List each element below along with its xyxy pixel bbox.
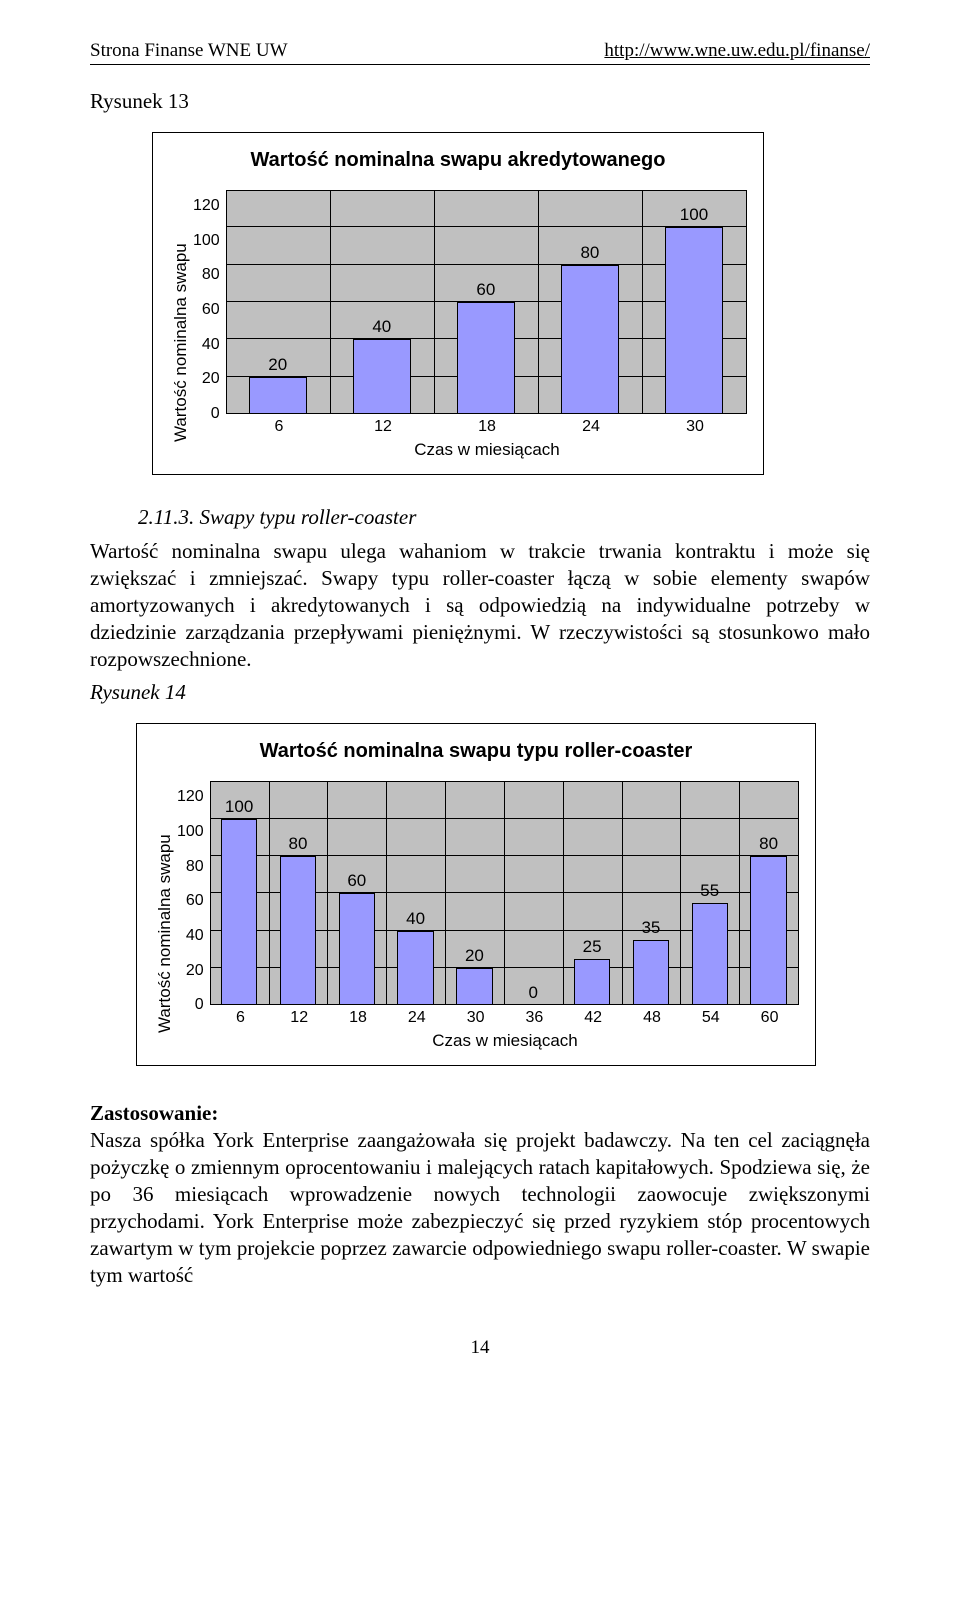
xtick: 60 [740,1009,799,1027]
xtick: 12 [331,418,435,436]
xtick: 18 [329,1009,388,1027]
bar-value-label: 80 [538,244,642,261]
bar-value-label: 80 [269,835,328,852]
section-para1: Wartość nominalna swapu ulega wahaniom w… [90,538,870,672]
xtick: 24 [387,1009,446,1027]
page-number: 14 [90,1337,870,1359]
application-heading: Zastosowanie: [90,1101,218,1125]
xtick: 30 [643,418,747,436]
xtick: 6 [227,418,331,436]
ytick: 0 [193,406,220,422]
bar-value-label: 60 [327,872,386,889]
chart14-xticks: 6121824303642485460 [211,1009,799,1027]
chart13-plot: 20 40 60 80 100 [226,190,747,414]
chart13-xlabel: Czas w miesiącach [227,440,747,460]
ytick: 60 [177,893,204,909]
ytick: 80 [177,859,204,875]
bar [456,968,492,1005]
chart14-title: Wartość nominalna swapu typu roller-coas… [153,740,799,763]
ytick: 0 [177,997,204,1013]
bar-value-label: 20 [226,356,330,373]
chart14-xlabel: Czas w miesiącach [211,1031,799,1051]
ytick: 100 [177,824,204,840]
chart13-xticks: 612182430 [227,418,747,436]
xtick: 42 [564,1009,623,1027]
bar-value-label: 80 [739,835,798,852]
ytick: 20 [193,371,220,387]
bar-value-label: 40 [386,910,445,927]
xtick: 54 [681,1009,740,1027]
bar-value-label: 20 [445,947,504,964]
bar [561,265,619,414]
bar-value-label: 40 [330,318,434,335]
chart13-title: Wartość nominalna swapu akredytowanego [169,149,747,172]
bar [397,931,433,1006]
bar-value-label: 100 [642,206,746,223]
bar-value-label: 35 [622,919,681,936]
xtick: 36 [505,1009,564,1027]
bar [221,819,257,1006]
section-heading: 2.11.3. Swapy typu roller-coaster [90,505,870,530]
ytick: 60 [193,302,220,318]
ytick: 100 [193,233,220,249]
page-header: Strona Finanse WNE UW http://www.wne.uw.… [90,40,870,65]
bar [457,302,515,414]
figure14-label: Rysunek 14 [90,680,870,705]
chart14-plot: 100 80 60 40 20 0 2535 55 80 [210,781,799,1005]
bar-value-label: 100 [210,798,269,815]
figure13-label: Rysunek 13 [90,89,870,114]
chart14-ylabel: Wartość nominalna swapu [153,781,177,1051]
xtick: 12 [270,1009,329,1027]
xtick: 18 [435,418,539,436]
bar [692,903,728,1006]
xtick: 6 [211,1009,270,1027]
figure14-chart: Wartość nominalna swapu typu roller-coas… [136,723,816,1066]
bar [574,959,610,1006]
bar [750,856,786,1005]
ytick: 120 [193,198,220,214]
header-link[interactable]: http://www.wne.uw.edu.pl/finanse/ [604,40,870,62]
bar-value-label: 0 [504,984,563,1001]
bar-value-label: 25 [563,938,622,955]
ytick: 120 [177,789,204,805]
ytick: 80 [193,267,220,283]
application-para: Nasza spółka York Enterprise zaangażował… [90,1128,870,1286]
figure13-chart: Wartość nominalna swapu akredytowanego W… [152,132,764,475]
chart13-yticks: 020406080100120 [193,190,226,414]
chart13-ylabel: Wartość nominalna swapu [169,190,193,460]
ytick: 40 [193,337,220,353]
ytick: 40 [177,928,204,944]
xtick: 24 [539,418,643,436]
bar [280,856,316,1005]
bar [665,227,723,414]
bar [633,940,669,1005]
chart14-yticks: 020406080100120 [177,781,210,1005]
bar [339,893,375,1005]
bar [249,377,307,414]
bar-value-label: 55 [680,882,739,899]
xtick: 30 [446,1009,505,1027]
bar-value-label: 60 [434,281,538,298]
xtick: 48 [623,1009,682,1027]
ytick: 20 [177,963,204,979]
header-left: Strona Finanse WNE UW [90,40,288,62]
bar [353,339,411,414]
